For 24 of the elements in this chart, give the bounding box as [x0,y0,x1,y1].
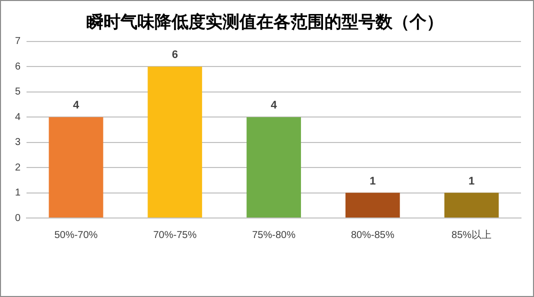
x-tick-label: 85%以上 [452,228,492,241]
bar [148,66,202,218]
y-tick-label: 4 [15,112,21,123]
data-label: 1 [370,175,376,188]
data-label: 6 [172,49,178,62]
data-label: 4 [72,100,80,112]
bar [345,192,400,218]
bar [48,117,104,218]
y-tick-label: 3 [15,137,21,148]
y-tick-label: 1 [15,188,21,199]
x-tick-label: 70%-75% [153,230,197,241]
y-tick-label: 0 [15,212,21,224]
bar [444,192,499,218]
data-label: 4 [270,100,278,112]
y-tick-label: 5 [15,86,21,98]
x-tick-label: 75%-80% [252,230,296,241]
x-tick-label: 80%-85% [350,230,394,241]
chart-title: 瞬时气味降低度实测值在各范围的型号数（个） [86,12,444,32]
y-tick-label: 7 [15,36,21,48]
y-tick-label: 6 [15,61,21,72]
data-label: 1 [468,175,475,188]
y-tick-label: 2 [15,162,21,174]
x-tick-label: 50%-70% [54,230,98,241]
bar [246,117,301,218]
